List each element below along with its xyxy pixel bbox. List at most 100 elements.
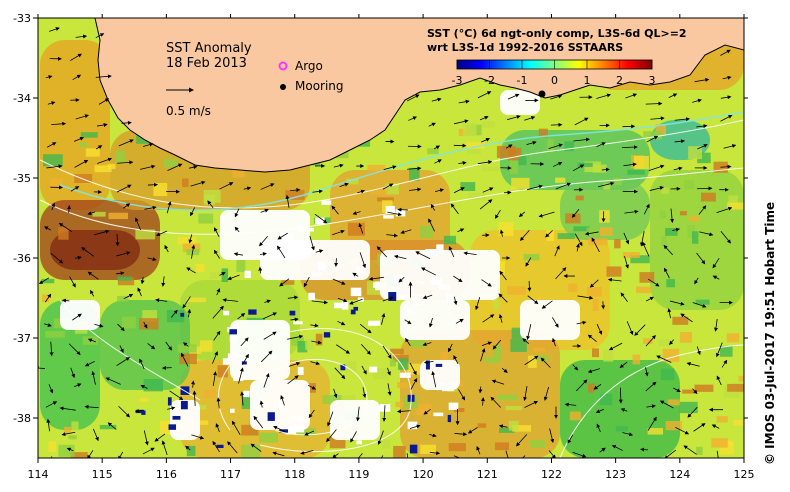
velocity-vector <box>645 334 656 347</box>
velocity-vector <box>333 388 338 399</box>
velocity-vector <box>722 75 732 80</box>
velocity-vector <box>716 342 723 358</box>
velocity-vector <box>434 159 442 164</box>
velocity-vector <box>541 300 553 309</box>
velocity-vector <box>44 323 52 327</box>
velocity-vector <box>518 455 526 458</box>
mooring-label: Mooring <box>295 79 344 93</box>
velocity-vector <box>646 404 656 409</box>
cloud-speck <box>383 215 394 219</box>
anomaly-speckle <box>460 182 476 192</box>
cloud-speck <box>293 424 305 433</box>
velocity-vector <box>622 432 634 437</box>
velocity-vector <box>144 205 157 210</box>
velocity-vector <box>498 424 508 429</box>
velocity-vector <box>74 255 82 260</box>
velocity-vector <box>115 233 120 247</box>
anomaly-speckle <box>684 180 695 190</box>
cloud-speck <box>407 421 418 430</box>
velocity-vector <box>357 189 366 194</box>
anomaly-speckle <box>530 439 545 448</box>
velocity-vector <box>358 222 364 234</box>
anomaly-speckle <box>41 278 55 284</box>
anomaly-speckle <box>108 212 128 220</box>
anomaly-speckle <box>679 332 693 343</box>
velocity-vector <box>428 122 436 127</box>
velocity-vector <box>87 450 94 458</box>
velocity-vector <box>555 182 572 190</box>
velocity-vector <box>596 323 603 335</box>
velocity-vector <box>253 415 264 429</box>
cold-spot <box>229 329 237 335</box>
cold-spot <box>135 409 144 414</box>
anomaly-speckle <box>587 383 595 393</box>
cloud-speck <box>278 401 284 409</box>
velocity-vector <box>429 433 437 438</box>
velocity-vector <box>273 425 286 433</box>
x-tick-label: 115 <box>92 468 113 481</box>
velocity-vector <box>554 245 560 257</box>
velocity-vector <box>72 313 82 321</box>
anomaly-speckle <box>492 299 500 309</box>
velocity-vector <box>118 139 134 147</box>
velocity-vector <box>545 230 553 238</box>
velocity-vector <box>66 447 74 452</box>
velocity-vector <box>68 343 81 356</box>
anomaly-speckle <box>655 124 667 135</box>
velocity-vector <box>212 351 218 364</box>
velocity-vector <box>421 267 436 276</box>
velocity-vector <box>91 370 96 385</box>
anomaly-speckle <box>599 210 610 223</box>
anomaly-speckle <box>74 174 93 183</box>
anomaly-speckle <box>232 168 245 178</box>
anomaly-speckle <box>716 416 728 423</box>
velocity-vector <box>621 145 638 150</box>
velocity-vector <box>499 229 504 237</box>
anomaly-speckle <box>511 327 525 339</box>
velocity-vector <box>332 229 345 236</box>
velocity-vector <box>716 450 719 458</box>
anomaly-speckle <box>181 178 189 188</box>
velocity-vector <box>155 230 168 237</box>
velocity-vector <box>476 446 481 455</box>
velocity-vector <box>165 341 173 351</box>
cloud-speck <box>298 226 306 232</box>
velocity-vector <box>596 93 612 99</box>
velocity-vector <box>169 390 184 401</box>
velocity-vector <box>697 144 708 150</box>
velocity-vector <box>59 406 76 411</box>
velocity-vector <box>696 124 708 129</box>
velocity-vector <box>140 276 145 285</box>
velocity-vector <box>287 295 299 300</box>
velocity-vector <box>400 229 412 234</box>
velocity-vector <box>626 321 634 336</box>
anomaly-speckle <box>99 424 117 430</box>
velocity-vector <box>349 298 363 305</box>
velocity-vector <box>84 360 95 367</box>
velocity-vector <box>674 139 686 144</box>
velocity-vector <box>140 384 148 389</box>
velocity-vector <box>215 423 220 433</box>
velocity-vector <box>241 353 249 365</box>
cloud-speck <box>368 320 381 326</box>
cloud-gap <box>420 360 460 390</box>
velocity-vector <box>656 355 672 363</box>
velocity-vector <box>499 270 507 281</box>
velocity-vector <box>190 180 206 187</box>
anomaly-speckle <box>591 348 600 358</box>
x-tick-label: 120 <box>413 468 434 481</box>
colorbar-tick-label: -1 <box>517 74 528 87</box>
velocity-vector <box>683 445 697 455</box>
velocity-vector <box>620 292 628 303</box>
velocity-vector <box>182 296 191 309</box>
velocity-vector <box>453 455 461 458</box>
plot-frame <box>37 17 745 459</box>
velocity-vector <box>50 252 64 264</box>
velocity-vector <box>608 342 623 351</box>
anomaly-speckle <box>697 152 711 164</box>
anomaly-speckle <box>627 169 645 175</box>
anomaly-speckle <box>221 268 229 283</box>
velocity-vector <box>383 165 397 171</box>
anomaly-speckle <box>633 155 649 170</box>
velocity-vector <box>46 142 57 148</box>
